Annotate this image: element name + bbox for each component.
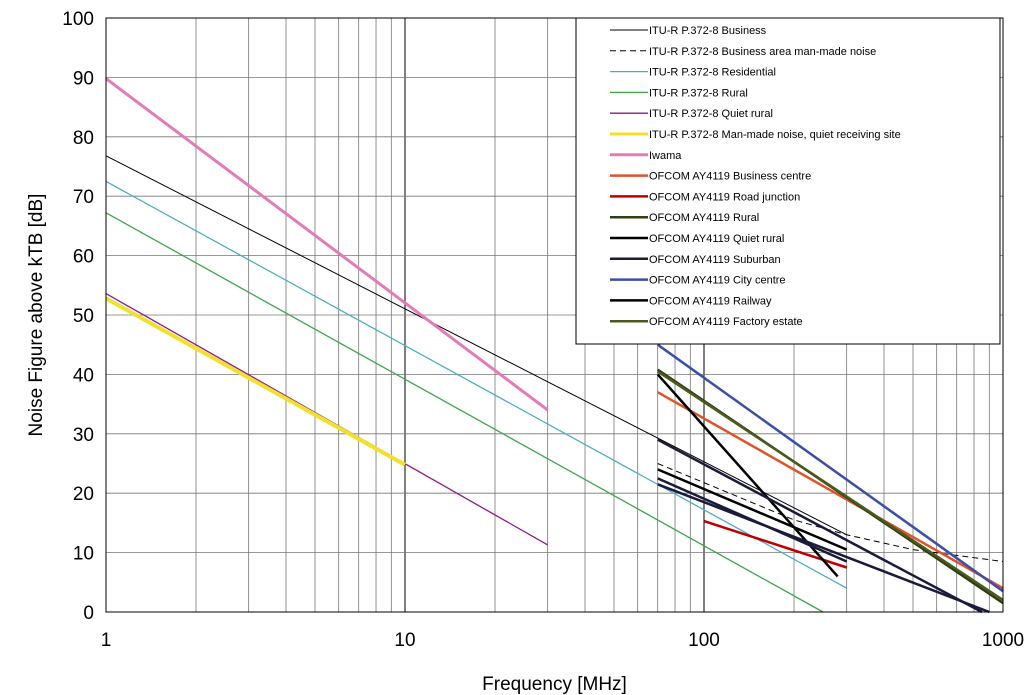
x-tick-label: 1000 bbox=[982, 630, 1024, 651]
y-tick-label: 30 bbox=[73, 425, 94, 446]
axis-ticks: 1 10 100 1000 0 10 20 30 40 50 60 70 80 90 100 bbox=[62, 9, 1024, 651]
series-lines bbox=[105, 77, 1004, 614]
series-line-13 bbox=[657, 468, 848, 551]
y-tick-label: 40 bbox=[73, 365, 94, 386]
x-tick-label: 1 bbox=[101, 630, 112, 651]
y-tick-label: 20 bbox=[73, 484, 94, 505]
series-line-5 bbox=[105, 296, 406, 467]
series-line-7 bbox=[657, 391, 1004, 590]
y-tick-label: 100 bbox=[62, 9, 94, 30]
legend-entry-label: OFCOM AY4119 Railway bbox=[649, 295, 772, 307]
series-line-11 bbox=[657, 438, 983, 614]
series-line-16 bbox=[657, 483, 990, 614]
legend-entry-label: ITU-R P.372-8 Man-made noise, quiet rece… bbox=[649, 129, 901, 141]
x-tick-label: 100 bbox=[688, 630, 720, 651]
legend-entry-label: ITU-R P.372-8 Quiet rural bbox=[649, 108, 773, 120]
legend-box bbox=[575, 17, 1001, 345]
legend-entry-label: OFCOM AY4119 Factory estate bbox=[649, 316, 803, 328]
x-axis-label: Frequency [MHz] bbox=[482, 674, 627, 695]
series-line-14 bbox=[657, 370, 1004, 602]
y-tick-label: 90 bbox=[73, 68, 94, 89]
legend-entry-label: Iwama bbox=[649, 150, 682, 162]
series-line-3 bbox=[105, 212, 824, 613]
legend-entry-label: ITU-R P.372-8 Rural bbox=[649, 87, 748, 99]
plot-area-border bbox=[105, 17, 1004, 613]
legend-entry-label: ITU-R P.372-8 Business area man-made noi… bbox=[649, 46, 876, 58]
y-tick-label: 60 bbox=[73, 247, 94, 268]
y-tick-label: 10 bbox=[73, 544, 94, 565]
y-axis-label: Noise Figure above kTB [dB] bbox=[26, 194, 47, 437]
series-line-6 bbox=[105, 77, 549, 412]
legend-entry-label: OFCOM AY4119 City centre bbox=[649, 275, 786, 287]
y-tick-label: 80 bbox=[73, 128, 94, 149]
y-tick-label: 70 bbox=[73, 187, 94, 208]
legend-entry-label: OFCOM AY4119 Rural bbox=[649, 212, 759, 224]
legend: ITU-R P.372-8 Business ITU-R P.372-8 Busi… bbox=[575, 17, 1001, 345]
series-line-2 bbox=[105, 180, 848, 589]
y-tick-label: 50 bbox=[73, 306, 94, 327]
legend-entry-label: OFCOM AY4119 Quiet rural bbox=[649, 233, 784, 245]
series-line-0 bbox=[105, 155, 847, 536]
y-tick-label: 0 bbox=[83, 603, 94, 624]
legend-entry-label: OFCOM AY4119 Business centre bbox=[649, 171, 811, 183]
legend-entry-label: ITU-R P.372-8 Business bbox=[649, 25, 767, 37]
series-line-12 bbox=[656, 343, 1004, 593]
legend-entry-label: OFCOM AY4119 Road junction bbox=[649, 191, 800, 203]
legend-entry-label: OFCOM AY4119 Suburban bbox=[649, 254, 781, 266]
legend-entry-label: ITU-R P.372-8 Residential bbox=[649, 67, 776, 79]
x-tick-label: 10 bbox=[394, 630, 415, 651]
